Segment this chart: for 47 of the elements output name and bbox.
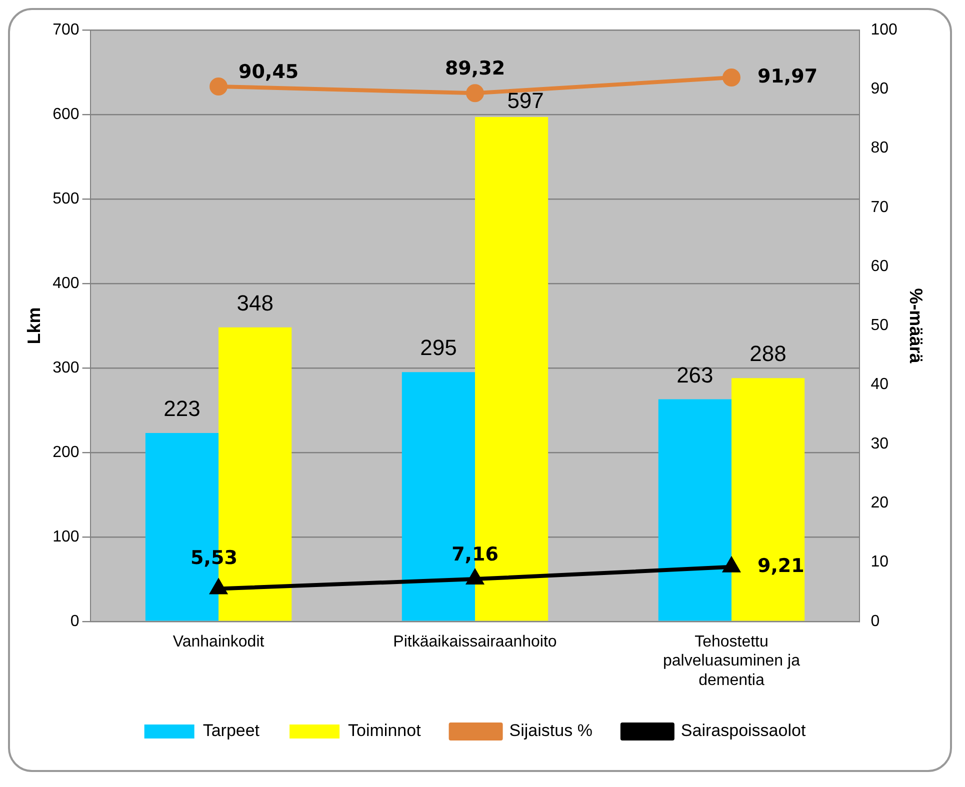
y2-tick-label: 100 — [870, 21, 898, 38]
point — [722, 68, 740, 86]
y2-tick-label: 20 — [870, 494, 889, 512]
y2-tick-label: 10 — [870, 554, 889, 571]
y-tick-label: 700 — [52, 21, 80, 38]
data-label: 295 — [420, 335, 457, 360]
data-label: 348 — [236, 290, 274, 316]
y2-axis-title: %-määrä — [906, 288, 926, 364]
legend-label: Sairaspoissaolot — [680, 721, 806, 740]
y2-tick-label: 30 — [870, 435, 889, 452]
point — [723, 558, 740, 572]
y2-tick-label: 50 — [870, 317, 889, 334]
data-label: 597 — [507, 88, 544, 114]
y2-tick-label: 0 — [870, 612, 880, 630]
legend-label: Sijaistus % — [509, 721, 592, 740]
point — [210, 77, 228, 96]
data-label: 89,32 — [444, 58, 506, 80]
bar — [658, 399, 732, 621]
x-tick-label: Pitkäaikaissairaanhoito — [393, 633, 557, 650]
legend-label: Tarpeet — [202, 721, 260, 740]
point — [466, 84, 484, 102]
y-tick-label: 0 — [70, 612, 80, 630]
y-tick-label: 400 — [52, 274, 80, 292]
y2-tick-label: 60 — [870, 258, 889, 275]
y-tick-label: 100 — [52, 528, 80, 546]
x-tick-label: Vanhainkodit — [172, 633, 265, 650]
data-label: 263 — [676, 362, 714, 388]
y-tick-label: 200 — [52, 444, 80, 461]
y2-tick-label: 90 — [870, 80, 889, 98]
y-tick-label: 600 — [52, 106, 80, 123]
data-label: 223 — [164, 396, 200, 422]
y2-tick-label: 70 — [870, 198, 889, 216]
y2-tick-label: 80 — [870, 140, 889, 157]
data-label: 7,16 — [452, 543, 498, 566]
data-label: 90,45 — [238, 60, 299, 83]
data-label: 288 — [750, 341, 786, 366]
data-label: 91,97 — [757, 65, 818, 88]
y-axis-title: Lkm — [24, 307, 44, 344]
y2-tick-label: 40 — [870, 376, 889, 394]
point — [210, 580, 227, 594]
y-tick-label: 300 — [52, 359, 80, 376]
y-tick-label: 500 — [52, 190, 80, 208]
bar — [731, 378, 805, 621]
legend-label: Toiminnot — [348, 721, 422, 740]
point — [466, 570, 484, 585]
x-tick-label: Tehostettu palveluasuminen ja dementia — [662, 633, 800, 689]
data-label: 9,21 — [757, 554, 804, 577]
